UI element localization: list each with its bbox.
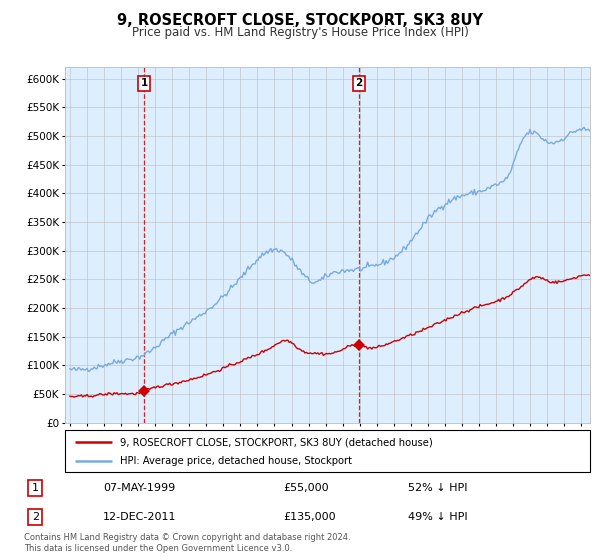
Text: Price paid vs. HM Land Registry's House Price Index (HPI): Price paid vs. HM Land Registry's House … xyxy=(131,26,469,39)
Text: 52% ↓ HPI: 52% ↓ HPI xyxy=(407,483,467,493)
Text: 9, ROSECROFT CLOSE, STOCKPORT, SK3 8UY (detached house): 9, ROSECROFT CLOSE, STOCKPORT, SK3 8UY (… xyxy=(120,437,433,447)
Text: £135,000: £135,000 xyxy=(283,512,336,522)
Text: £55,000: £55,000 xyxy=(283,483,329,493)
Text: 2: 2 xyxy=(32,512,39,522)
Text: 2: 2 xyxy=(355,78,362,88)
Text: 12-DEC-2011: 12-DEC-2011 xyxy=(103,512,176,522)
Text: 1: 1 xyxy=(140,78,148,88)
FancyBboxPatch shape xyxy=(65,430,590,472)
Text: HPI: Average price, detached house, Stockport: HPI: Average price, detached house, Stoc… xyxy=(120,456,352,466)
Text: 49% ↓ HPI: 49% ↓ HPI xyxy=(407,512,467,522)
Text: 07-MAY-1999: 07-MAY-1999 xyxy=(103,483,175,493)
Text: 9, ROSECROFT CLOSE, STOCKPORT, SK3 8UY: 9, ROSECROFT CLOSE, STOCKPORT, SK3 8UY xyxy=(117,13,483,27)
Text: 1: 1 xyxy=(32,483,39,493)
Text: Contains HM Land Registry data © Crown copyright and database right 2024.
This d: Contains HM Land Registry data © Crown c… xyxy=(24,533,350,553)
